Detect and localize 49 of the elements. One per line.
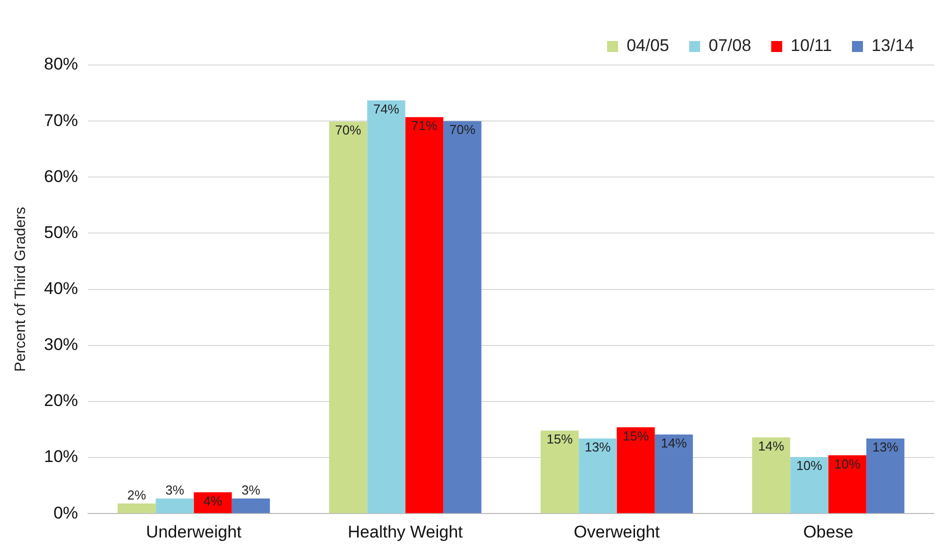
bar xyxy=(405,117,444,514)
data-label: 4% xyxy=(203,493,223,508)
data-label: 74% xyxy=(373,101,400,116)
bar xyxy=(752,437,790,514)
y-axis-title: Percent of Third Graders xyxy=(12,206,30,372)
y-tick-label: 70% xyxy=(44,110,78,130)
legend-label: 13/14 xyxy=(871,36,914,56)
y-tick-label: 0% xyxy=(53,503,78,522)
y-tick-label: 30% xyxy=(44,335,78,354)
data-label: 13% xyxy=(872,440,899,455)
x-tick-label: Healthy Weight xyxy=(348,522,464,542)
x-tick-label: Overweight xyxy=(574,522,660,542)
bar xyxy=(866,438,904,514)
y-tick-label: 60% xyxy=(44,166,78,186)
data-label: 15% xyxy=(622,428,650,444)
bar xyxy=(329,122,368,514)
data-label: 70% xyxy=(449,122,476,138)
bar xyxy=(540,430,579,514)
data-label: 10% xyxy=(834,456,861,472)
data-label: 14% xyxy=(660,436,688,451)
y-tick-label: 10% xyxy=(44,447,78,466)
bar xyxy=(828,455,866,514)
data-label: 14% xyxy=(758,438,785,454)
data-label: 10% xyxy=(796,458,823,474)
legend-label: 10/11 xyxy=(790,36,832,56)
legend-label: 04/05 xyxy=(626,36,670,56)
y-tick-label: 20% xyxy=(44,391,78,410)
bar xyxy=(118,504,156,514)
bar xyxy=(367,100,406,514)
bar xyxy=(654,434,693,514)
data-label: 15% xyxy=(546,432,574,447)
data-label: 3% xyxy=(241,482,261,498)
y-tick-label: 80% xyxy=(44,54,78,74)
data-label: 70% xyxy=(335,122,362,138)
bar xyxy=(156,498,194,514)
bar xyxy=(232,498,270,514)
data-label: 71% xyxy=(411,118,438,134)
bar xyxy=(616,427,655,514)
data-label: 3% xyxy=(165,482,185,498)
x-tick-label: Underweight xyxy=(146,522,242,542)
data-label: 2% xyxy=(127,488,146,503)
x-tick-label: Obese xyxy=(803,522,854,542)
bar xyxy=(790,456,828,514)
y-tick-label: 50% xyxy=(44,222,78,242)
bar xyxy=(578,438,617,514)
legend-label: 07/08 xyxy=(708,36,752,56)
y-tick-label: 40% xyxy=(44,278,78,298)
bar xyxy=(443,121,482,514)
data-label: 13% xyxy=(584,440,612,455)
